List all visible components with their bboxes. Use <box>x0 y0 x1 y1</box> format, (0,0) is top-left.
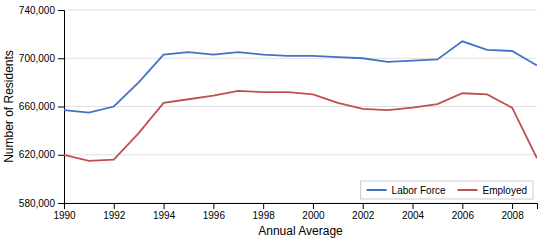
y-axis-title: Number of Residents <box>2 50 16 163</box>
tick: 1996 <box>203 203 226 221</box>
grid-line <box>64 106 537 107</box>
axis-line <box>65 204 538 210</box>
tick: 1998 <box>253 203 276 221</box>
tick-mark <box>313 203 314 209</box>
tick-mark <box>263 203 264 209</box>
tick: 1990 <box>53 203 76 221</box>
tick: 700,000 <box>19 53 64 64</box>
axis-line <box>58 11 65 204</box>
tick: 1992 <box>103 203 126 221</box>
tick: 2004 <box>402 203 425 221</box>
tick: 1994 <box>153 203 176 221</box>
legend-swatch <box>458 189 478 191</box>
tick-label: 2000 <box>302 210 325 221</box>
tick-mark <box>413 203 414 209</box>
tick-label: 2004 <box>402 210 425 221</box>
tick-mark <box>58 107 64 108</box>
tick-mark <box>512 203 513 209</box>
tick-label: 740,000 <box>19 5 56 16</box>
tick-mark <box>58 58 64 59</box>
tick: 2000 <box>302 203 325 221</box>
series-line <box>64 41 537 112</box>
tick-label: 1996 <box>203 210 226 221</box>
legend-label: Labor Force <box>392 185 446 196</box>
tick-label: 2006 <box>452 210 475 221</box>
tick-label: 1998 <box>253 210 276 221</box>
y-axis: 580,000 620,000 660,000 700,000 740,000 <box>19 5 65 209</box>
tick: 580,000 <box>19 198 64 209</box>
tick-mark <box>58 203 64 204</box>
x-axis-title: Annual Average <box>258 224 343 238</box>
tick: 660,000 <box>19 101 64 112</box>
legend-frame <box>361 181 533 199</box>
tick-mark <box>58 155 64 156</box>
series-group <box>64 41 537 160</box>
legend-label: Employed <box>483 185 527 196</box>
x-axis: 1990 1992 1994 1996 1998 2000 2002 2004 2006 2008 <box>53 203 537 221</box>
tick-label: 620,000 <box>19 149 56 160</box>
tick-mark <box>462 203 463 209</box>
tick-label: 700,000 <box>19 53 56 64</box>
tick-label: 660,000 <box>19 101 56 112</box>
tick: 2008 <box>501 203 524 221</box>
grid-line <box>64 154 537 155</box>
grid-line <box>64 10 537 11</box>
grid <box>64 10 537 203</box>
grid-line <box>64 58 537 59</box>
series-line <box>64 91 537 161</box>
tick-mark <box>164 203 165 209</box>
tick: 740,000 <box>19 5 64 16</box>
tick: 620,000 <box>19 149 64 160</box>
tick: 2002 <box>352 203 375 221</box>
plot-area: 1990 1992 1994 1996 1998 2000 2002 2004 2006 2008… <box>19 5 538 221</box>
tick-mark <box>114 203 115 209</box>
tick-label: 1994 <box>153 210 176 221</box>
tick-mark <box>363 203 364 209</box>
tick-label: 580,000 <box>19 198 56 209</box>
tick-label: 2008 <box>501 210 524 221</box>
tick-mark <box>213 203 214 209</box>
tick-label: 1990 <box>53 210 76 221</box>
chart: 1990 1992 1994 1996 1998 2000 2002 2004 2006 2008… <box>0 0 553 239</box>
legend: Labor Force Employed <box>361 181 533 199</box>
tick-label: 1992 <box>103 210 126 221</box>
tick: 2006 <box>452 203 475 221</box>
legend-swatch <box>367 189 387 191</box>
tick-label: 2002 <box>352 210 375 221</box>
tick-mark <box>58 10 64 11</box>
